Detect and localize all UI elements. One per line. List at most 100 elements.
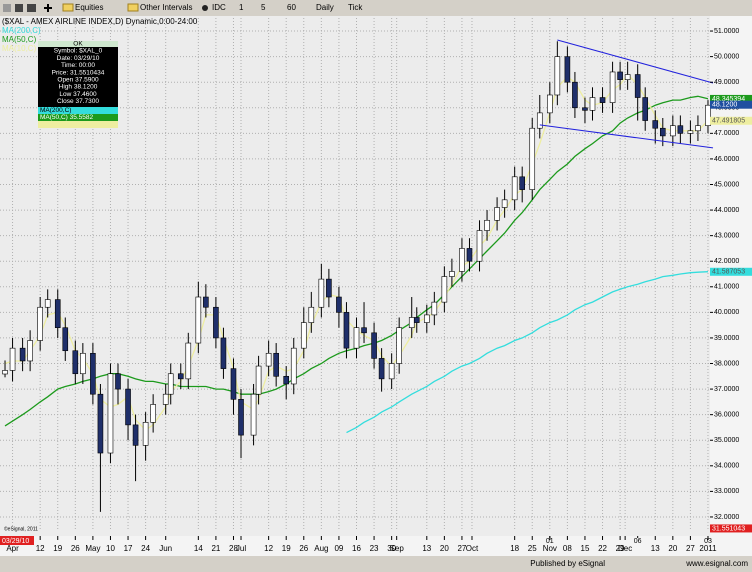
y-tick-label: 45.0000 xyxy=(714,181,739,188)
candle-body xyxy=(617,71,623,80)
toolbar-item[interactable]: Tick xyxy=(348,3,363,12)
x-tick-label: 17 xyxy=(124,544,133,553)
candle-body xyxy=(2,370,8,375)
toolbar-icon[interactable] xyxy=(44,4,52,12)
tooltip-row: Price: 31.5510434 xyxy=(52,69,105,76)
toolbar-icon[interactable] xyxy=(3,4,11,12)
x-tick-label: 19 xyxy=(282,544,291,553)
toolbar-item[interactable]: 60 xyxy=(287,3,296,12)
y-tick-label: 37.0000 xyxy=(714,386,739,393)
candle-body xyxy=(353,327,360,349)
plot xyxy=(0,18,714,530)
candle-body xyxy=(185,342,192,380)
toolbar-icon[interactable] xyxy=(15,4,23,12)
candle-body xyxy=(599,97,606,103)
candle-body xyxy=(695,125,701,132)
toolbar-icon[interactable] xyxy=(27,4,36,12)
candle-body xyxy=(361,327,367,334)
y-tick-label: 36.0000 xyxy=(714,412,739,419)
price-marker xyxy=(710,94,752,103)
candle-body xyxy=(213,306,219,339)
candle-body xyxy=(115,373,121,390)
footer-link[interactable]: www.esignal.com xyxy=(685,559,748,568)
x-tick-label: 06 xyxy=(634,538,642,545)
y-tick-label: 47.0000 xyxy=(714,130,739,137)
x-tick-label: May xyxy=(85,544,100,553)
toolbar-item[interactable]: Equities xyxy=(75,3,103,12)
candle-body xyxy=(476,230,483,262)
x-tick-label: 21 xyxy=(211,544,220,553)
candle-body xyxy=(142,422,149,446)
folder-icon[interactable] xyxy=(62,3,74,12)
toolbar-item[interactable]: 1 xyxy=(239,3,244,12)
toolbar-item[interactable]: IDC xyxy=(212,3,226,12)
toolbar-item[interactable]: Other Intervals xyxy=(140,3,192,12)
x-tick-label: 23 xyxy=(370,544,379,553)
watermark: ©eSignal, 2011 xyxy=(4,525,38,532)
candle-body xyxy=(652,120,659,129)
candle-body xyxy=(27,340,33,362)
price-marker xyxy=(710,100,752,109)
price-axis xyxy=(710,16,752,536)
candle-body xyxy=(609,71,616,103)
candle-body xyxy=(519,176,525,190)
price-marker-label: 31.551043 xyxy=(712,525,745,532)
x-tick-label: Nov xyxy=(543,544,557,553)
ma-line xyxy=(346,271,709,434)
candle-body xyxy=(371,332,377,359)
x-tick-label: 2011 xyxy=(699,544,717,553)
candle-body xyxy=(290,347,297,385)
y-tick-label: 39.0000 xyxy=(714,335,739,342)
tooltip-ma-row xyxy=(38,121,118,128)
y-tick-label: 44.0000 xyxy=(714,207,739,214)
candle-body xyxy=(529,127,536,190)
toolbar-item[interactable]: 5 xyxy=(261,3,266,12)
x-tick-label: 30 xyxy=(387,544,396,553)
y-tick-label: 42.0000 xyxy=(714,258,739,265)
candle-body xyxy=(150,404,156,423)
legend-entry: MA(10,C) xyxy=(2,44,37,53)
folder-icon[interactable] xyxy=(127,3,139,12)
x-tick-label: 09 xyxy=(334,544,343,553)
cursor-date-box xyxy=(0,536,34,545)
candle-body xyxy=(634,74,641,98)
candle-body xyxy=(589,97,596,111)
y-tick-label: 35.0000 xyxy=(714,437,739,444)
tooltip-row: Low 37.4600 xyxy=(59,91,97,98)
candle-body xyxy=(230,368,237,400)
y-tick-label: 51.0000 xyxy=(714,28,739,35)
x-tick-label: 18 xyxy=(510,544,519,553)
x-tick-label: 20 xyxy=(668,544,677,553)
candle-body xyxy=(388,363,395,380)
candle-body xyxy=(167,373,174,395)
y-tick-label: 46.0000 xyxy=(714,156,739,163)
candle-body xyxy=(326,278,332,298)
candle-body xyxy=(80,352,86,375)
price-marker xyxy=(710,524,752,533)
candle-body xyxy=(250,393,257,436)
candle-body xyxy=(677,125,684,134)
candle-body xyxy=(378,358,385,380)
x-tick-label: 20 xyxy=(440,544,449,553)
candle-body xyxy=(273,352,279,377)
x-tick-label: 13 xyxy=(422,544,431,553)
toolbar xyxy=(0,0,752,16)
x-tick-label: 19 xyxy=(53,544,62,553)
candle-body xyxy=(132,424,139,446)
x-tick-label: 25 xyxy=(528,544,537,553)
x-tick-label: 03 xyxy=(704,538,712,545)
candle-body xyxy=(687,130,694,134)
toolbar-icon[interactable] xyxy=(202,5,208,11)
tooltip-row: High 38.1200 xyxy=(59,84,98,91)
price-marker-label: 48.1200 xyxy=(712,102,737,109)
candle-body xyxy=(554,56,561,96)
trendline xyxy=(539,124,714,149)
candle-body xyxy=(343,312,350,349)
tooltip-header xyxy=(38,41,118,47)
candle-body xyxy=(318,278,325,308)
x-tick-label: 01 xyxy=(546,538,554,545)
toolbar-item[interactable]: Daily xyxy=(316,3,334,12)
candle-body xyxy=(484,219,490,231)
chart-title: ($XAL - AMEX AIRLINE INDEX,D) Dynamic,0:… xyxy=(2,17,198,26)
